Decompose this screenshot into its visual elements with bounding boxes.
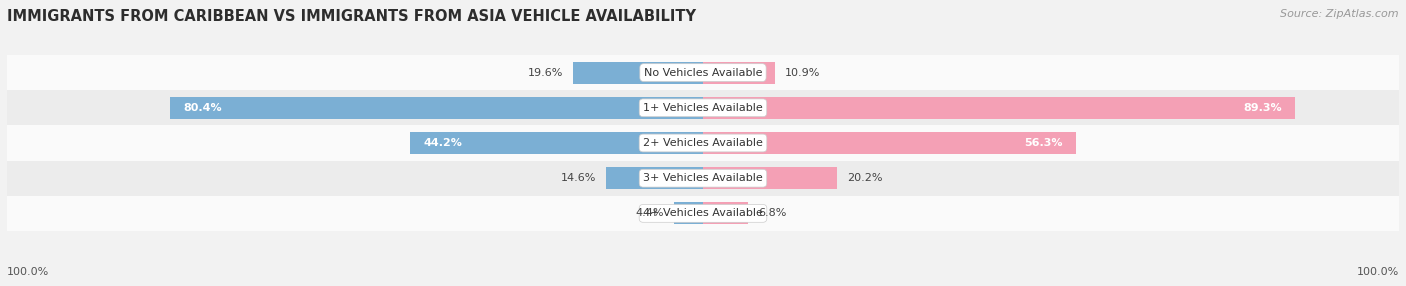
Bar [703,97,1295,119]
Text: 10.9%: 10.9% [785,67,821,78]
Text: 100.0%: 100.0% [1357,267,1399,277]
Bar [7,55,1399,90]
Bar [7,90,1399,125]
Text: 89.3%: 89.3% [1243,103,1282,113]
Text: 80.4%: 80.4% [183,103,222,113]
Bar [703,167,837,189]
Bar [673,202,703,224]
Bar [411,132,703,154]
Text: Source: ZipAtlas.com: Source: ZipAtlas.com [1281,9,1399,19]
Bar [574,62,703,84]
Text: 4+ Vehicles Available: 4+ Vehicles Available [643,208,763,219]
Text: 56.3%: 56.3% [1025,138,1063,148]
Text: 14.6%: 14.6% [561,173,596,183]
Bar [606,167,703,189]
Text: 6.8%: 6.8% [758,208,786,219]
Text: No Vehicles Available: No Vehicles Available [644,67,762,78]
Text: 2+ Vehicles Available: 2+ Vehicles Available [643,138,763,148]
Bar [7,161,1399,196]
Text: 4.4%: 4.4% [636,208,664,219]
Text: 100.0%: 100.0% [7,267,49,277]
Bar [703,62,775,84]
Bar [7,125,1399,161]
Bar [170,97,703,119]
Bar [703,202,748,224]
Bar [703,132,1076,154]
Text: 1+ Vehicles Available: 1+ Vehicles Available [643,103,763,113]
Text: 44.2%: 44.2% [423,138,463,148]
Text: 20.2%: 20.2% [846,173,883,183]
Text: 3+ Vehicles Available: 3+ Vehicles Available [643,173,763,183]
Text: 19.6%: 19.6% [527,67,564,78]
Bar [7,196,1399,231]
Text: IMMIGRANTS FROM CARIBBEAN VS IMMIGRANTS FROM ASIA VEHICLE AVAILABILITY: IMMIGRANTS FROM CARIBBEAN VS IMMIGRANTS … [7,9,696,23]
